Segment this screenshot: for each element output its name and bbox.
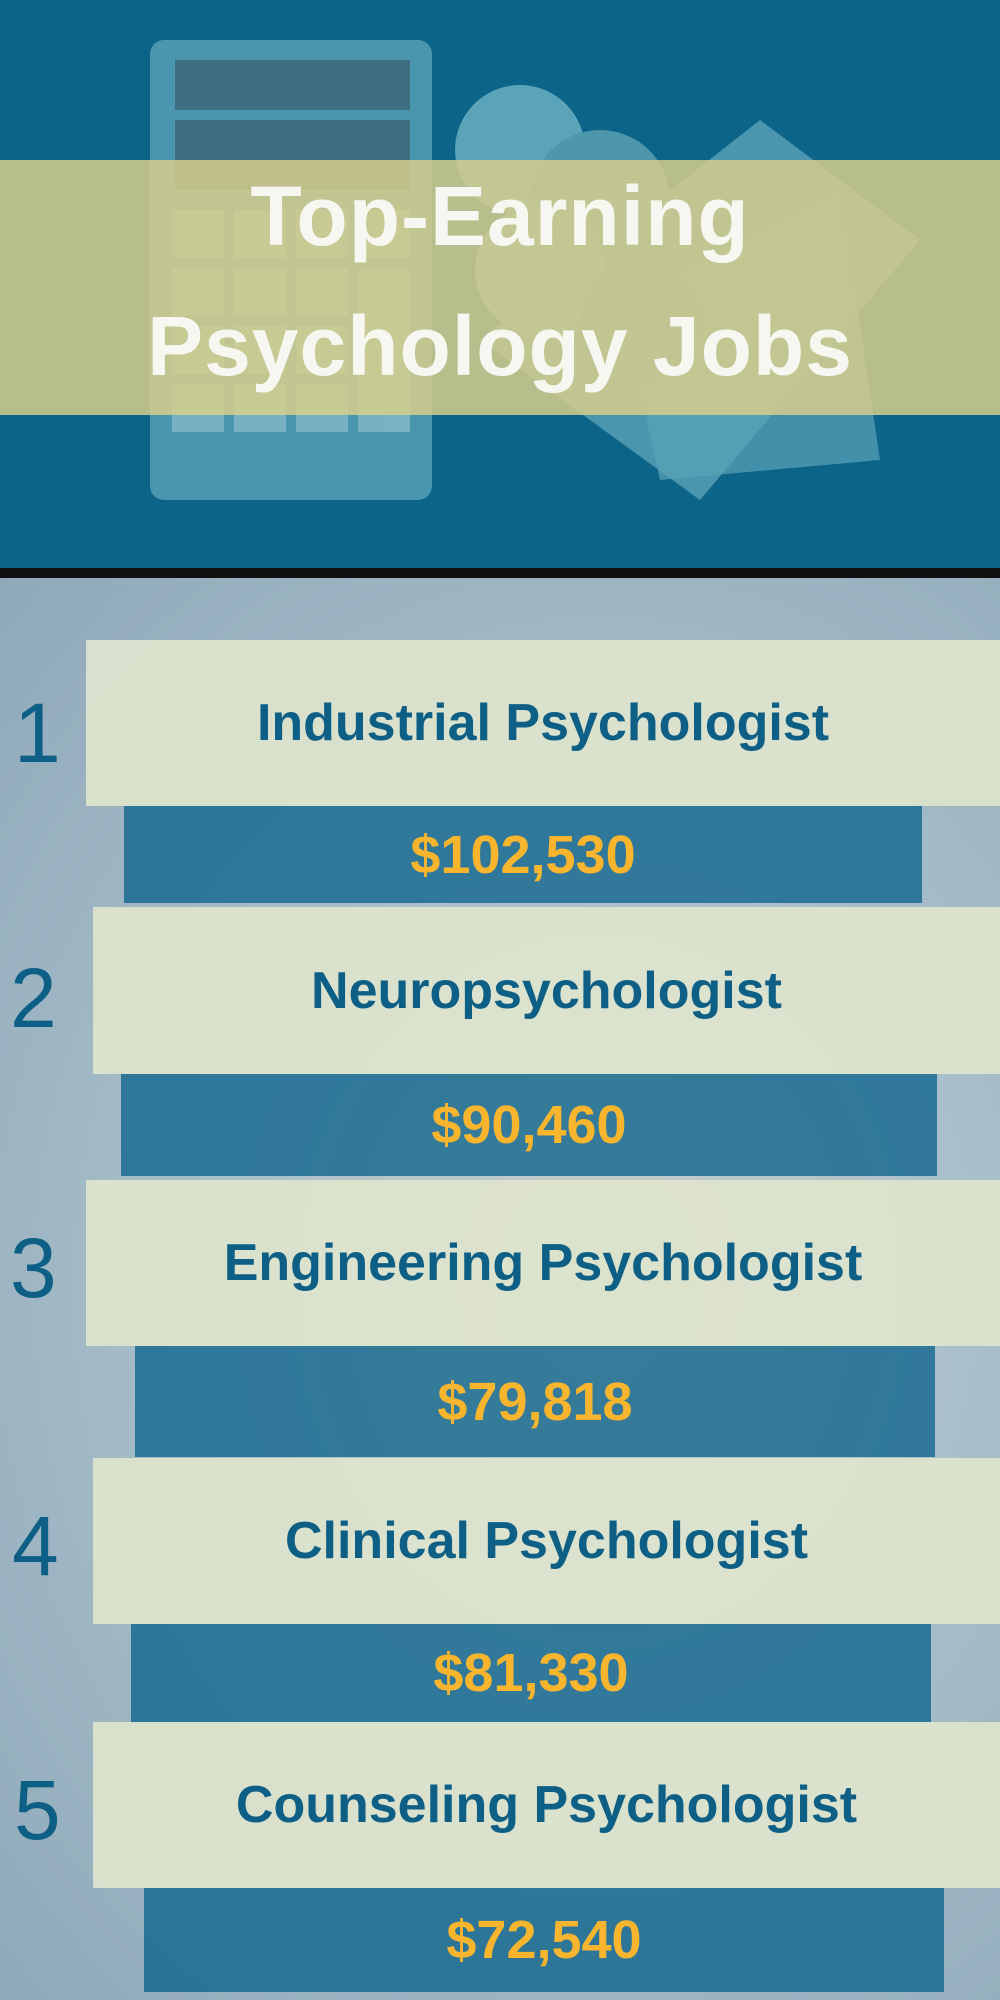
rank-number: 2 <box>10 951 57 1045</box>
job-title: Counseling Psychologist <box>93 1722 1000 1888</box>
header: Top-Earning Psychology Jobs <box>0 0 1000 568</box>
divider <box>0 568 1000 578</box>
job-title: Neuropsychologist <box>93 907 1000 1074</box>
title-line-1: Top-Earning <box>250 169 750 263</box>
salary: $81,330 <box>131 1624 931 1722</box>
rank-number: 3 <box>10 1221 57 1315</box>
rank-number: 5 <box>14 1763 61 1857</box>
rank-number: 4 <box>12 1499 59 1593</box>
job-title: Engineering Psychologist <box>86 1180 1000 1346</box>
rank-number: 1 <box>14 686 61 780</box>
title-line-2: Psychology Jobs <box>147 299 853 393</box>
job-title: Clinical Psychologist <box>93 1458 1000 1624</box>
salary: $90,460 <box>121 1074 937 1176</box>
salary: $102,530 <box>124 806 922 903</box>
title-band <box>0 160 1000 415</box>
salary: $72,540 <box>144 1888 944 1992</box>
salary: $79,818 <box>135 1346 935 1457</box>
job-title: Industrial Psychologist <box>86 640 1000 806</box>
